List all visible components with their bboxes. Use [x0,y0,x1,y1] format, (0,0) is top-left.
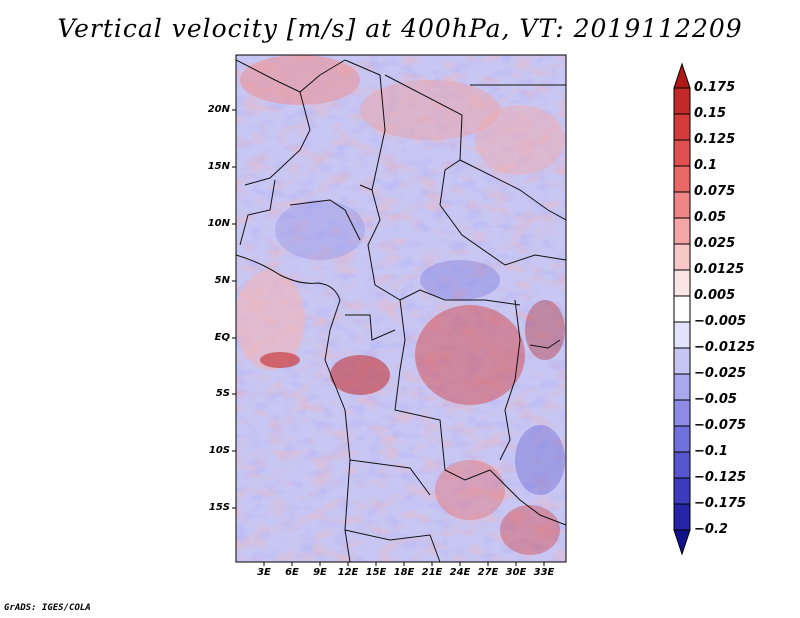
colorbar-label: 0.005 [694,288,736,303]
colorbar-label: −0.175 [694,496,747,511]
colorbar-label: 0.075 [694,184,736,199]
colorbar-label: 0.175 [694,80,736,95]
colorbar-label: 0.025 [694,236,736,251]
lon-label: 3E [257,567,271,578]
colorbar-label: −0.05 [694,392,737,407]
credit-text: GrADS: IGES/COLA [4,603,91,613]
lon-label: 24E [449,567,471,578]
lon-label: 15E [365,567,387,578]
colorbar [673,62,691,556]
colorbar-label: 0.125 [694,132,736,147]
lat-label: EQ [214,332,230,343]
colorbar-swatch [673,503,691,531]
colorbar-swatch [673,451,691,479]
lon-label: 18E [393,567,415,578]
colorbar-swatch [673,399,691,427]
colorbar-swatch [673,295,691,323]
colorbar-swatch [673,165,691,193]
colorbar-top-arrow [673,62,691,89]
colorbar-swatch [673,217,691,245]
lon-label: 12E [337,567,359,578]
colorbar-label: −0.075 [694,418,747,433]
colorbar-swatch [673,373,691,401]
colorbar-swatch [673,113,691,141]
colorbar-label: −0.0125 [694,340,756,355]
colorbar-label: −0.2 [694,522,728,537]
lon-label: 21E [421,567,443,578]
lon-label: 27E [477,567,499,578]
lon-label: 30E [505,567,527,578]
latitude-ticks [232,109,236,509]
colorbar-label: 0.1 [694,158,718,173]
colorbar-swatch [673,477,691,505]
map-title: Vertical velocity [m/s] at 400hPa, VT: 2… [57,14,743,43]
lat-label: 5S [215,388,230,399]
colorbar-swatch [673,425,691,453]
map-frame [235,54,567,563]
lat-label: 15S [208,502,230,513]
colorbar-label: 0.0125 [694,262,745,277]
lat-label: 10N [207,218,230,229]
colorbar-label: −0.025 [694,366,747,381]
lat-label: 10S [208,445,230,456]
colorbar-bottom-arrow [673,529,691,556]
lat-label: 20N [207,104,230,115]
colorbar-swatch [673,243,691,271]
country-borders [236,59,566,562]
lon-label: 9E [313,567,327,578]
colorbar-swatch [673,139,691,167]
colorbar-swatch [673,269,691,297]
colorbar-label: −0.125 [694,470,747,485]
lat-label: 5N [214,275,230,286]
lon-label: 6E [285,567,299,578]
colorbar-label: 0.05 [694,210,727,225]
colorbar-swatch [673,87,691,115]
longitude-ticks [263,562,545,566]
lon-label: 33E [533,567,555,578]
lat-label: 15N [207,161,230,172]
colorbar-swatch [673,321,691,349]
colorbar-label: −0.005 [694,314,747,329]
colorbar-swatch [673,191,691,219]
colorbar-swatch [673,347,691,375]
colorbar-label: 0.15 [694,106,727,121]
colorbar-label: −0.1 [694,444,728,459]
